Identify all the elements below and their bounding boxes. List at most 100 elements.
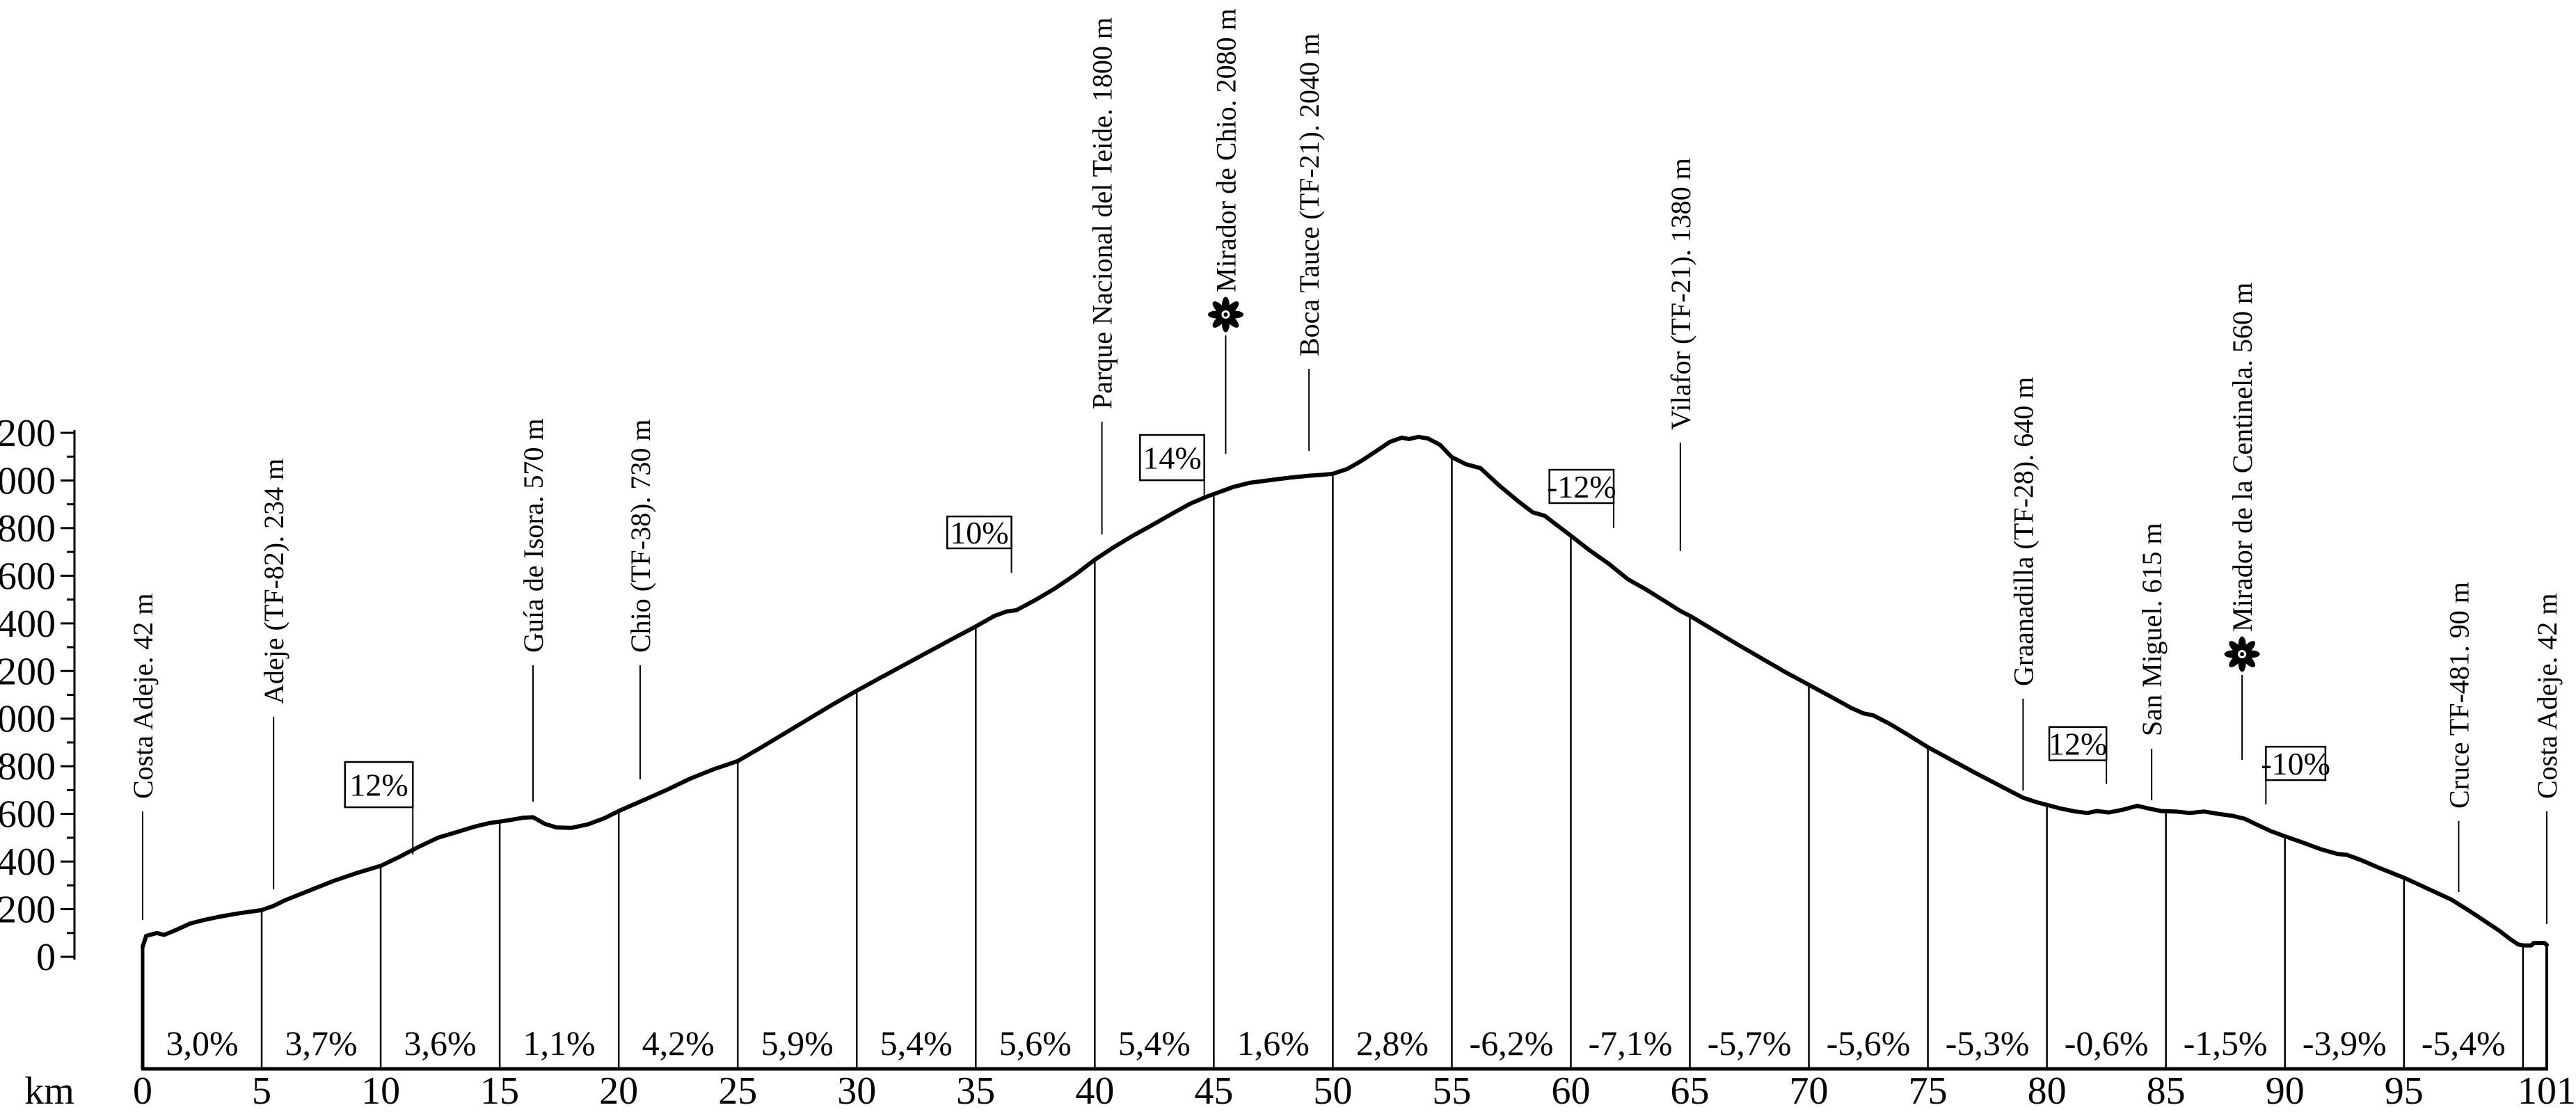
waypoint-label: Mirador de Chio. 2080 m (1210, 8, 1241, 292)
y-axis-label: 1200 (0, 650, 56, 693)
x-axis-tick-label: 65 (1671, 1070, 1710, 1112)
gradient-segment-label: 5,4% (1118, 1024, 1191, 1063)
gradient-segment-label: 1,6% (1237, 1024, 1310, 1063)
flower-petal (1225, 301, 1239, 315)
y-axis: 0200400600800100012001400160018002000220… (0, 412, 76, 979)
gradient-segment-label: 3,0% (166, 1024, 238, 1063)
callout-box (344, 761, 414, 809)
waypoint-label: Costa Adeje. 42 m (127, 593, 159, 799)
y-axis-label: 600 (0, 793, 56, 836)
flower-petal (2229, 641, 2243, 655)
x-axis-tick-label: 0 (133, 1070, 152, 1112)
y-axis-label: 1800 (0, 507, 56, 550)
callout-box (2048, 726, 2108, 761)
x-axis-tick-label: 70 (1790, 1070, 1829, 1112)
gradient-segment-label: 1,1% (523, 1024, 596, 1063)
x-axis-tick-label: 30 (837, 1070, 876, 1112)
x-axis-tick-label: 95 (2385, 1070, 2424, 1112)
callout-box (1139, 434, 1205, 482)
segment-dividers (141, 458, 2548, 1069)
gradient-labels: 3,0% 3,7% 3,6% 1,1% 4,2% 5,9% 5,4% 5,6% 5,4% 1,6%… (166, 1024, 2505, 1063)
waypoint-label: San Miguel. 615 m (2136, 523, 2168, 736)
callout-box (1548, 468, 1615, 505)
x-axis-unit-label: km (24, 1070, 74, 1112)
gradient-segment-label: -5,4% (2422, 1024, 2506, 1063)
waypoint-label: Chio (TF-38). 730 m (625, 419, 656, 653)
x-axis-tick-label: 25 (718, 1070, 757, 1112)
x-axis-tick-label: 35 (956, 1070, 995, 1112)
callout-label: -10% (2261, 746, 2330, 781)
x-axis-tick-label: 40 (1075, 1070, 1114, 1112)
gradient-segment-label: 5,9% (761, 1024, 834, 1063)
callout-box (946, 515, 1012, 550)
callout-label: 14% (1143, 440, 1201, 476)
gradient-segment-label: -1,5% (2184, 1024, 2268, 1063)
gradient-segment-label: 2,8% (1356, 1024, 1429, 1063)
flower-petal (1225, 314, 1239, 328)
flower-icon (2224, 636, 2260, 672)
gradient-segment-label: -5,6% (1827, 1024, 1911, 1063)
profile-line (141, 434, 2549, 949)
y-axis-label: 200 (0, 889, 56, 932)
y-axis-label: 1000 (0, 698, 56, 741)
x-axis-tick-label: 10 (361, 1070, 400, 1112)
y-axis-label: 400 (0, 841, 56, 884)
x-axis-tick-label: 60 (1551, 1070, 1590, 1112)
flower-center-dot (1223, 312, 1228, 317)
gradient-segment-label: -6,2% (1470, 1024, 1554, 1063)
y-axis-label: 1600 (0, 555, 56, 598)
waypoint-label: Parque Nacional del Teide. 1800 m (1087, 17, 1118, 409)
x-axis-tick-label: 50 (1313, 1070, 1352, 1112)
waypoint-label: Cruce TF-481. 90 m (2443, 582, 2474, 809)
waypoint-label: Graanadilla (TF-28). 640 m (2007, 377, 2039, 686)
x-axis-tick-label: 5 (252, 1070, 271, 1112)
gradient-segment-label: -0,6% (2065, 1024, 2149, 1063)
waypoint-label: Vilafor (TF-21). 1380 m (1665, 158, 1696, 430)
flower-petal (2241, 641, 2255, 655)
callout-box (2265, 745, 2327, 781)
waypoint-label: Guía de Isora. 570 m (518, 418, 549, 653)
flower-petal (1212, 314, 1226, 328)
gradient-segment-label: 4,2% (642, 1024, 715, 1063)
flower-petal (1212, 301, 1226, 315)
x-axis-tick-label: 75 (1909, 1070, 1948, 1112)
waypoint-label: Boca Tauce (TF-21). 2040 m (1294, 33, 1325, 356)
x-axis-tick-label: 101 (2518, 1070, 2576, 1112)
gradient-segment-label: 5,4% (880, 1024, 953, 1063)
x-axis: 0 5 10 15 20 25 30 35 40 45 50 55 60 65 70 75 80 85 90 95 10… (24, 1067, 2576, 1112)
flower-petal (2229, 653, 2243, 667)
y-axis-label: 800 (0, 745, 56, 788)
x-axis-tick-label: 15 (480, 1070, 519, 1112)
waypoint-labels: Costa Adeje. 42 m Adeje (TF-82). 234 m Guí… (127, 8, 2563, 924)
gradient-segment-label: 3,6% (404, 1024, 477, 1063)
waypoint-label: Adeje (TF-82). 234 m (258, 459, 289, 704)
callout-label: 10% (950, 515, 1008, 550)
y-axis-label: 1400 (0, 603, 56, 646)
flower-center-dot (2240, 652, 2245, 656)
callout-label: -12% (1547, 469, 1616, 505)
gradient-segment-label: -5,7% (1708, 1024, 1792, 1063)
y-axis-label: 0 (36, 936, 56, 979)
waypoint-label: Costa Adeje. 42 m (2531, 593, 2563, 799)
gradient-segment-label: -5,3% (1946, 1024, 2030, 1063)
x-axis-tick-label: 85 (2147, 1070, 2186, 1112)
gradient-segment-label: 3,7% (285, 1024, 357, 1063)
x-axis-tick-label: 20 (599, 1070, 638, 1112)
waypoint-label: Mirador de la Centinela. 560 m (2227, 283, 2258, 632)
x-axis-tick-label: 55 (1432, 1070, 1471, 1112)
callout-label: 12% (349, 768, 408, 803)
x-axis-tick-label: 80 (2028, 1070, 2067, 1112)
y-axis-label: 2200 (0, 412, 56, 455)
gradient-segment-label: 5,6% (999, 1024, 1072, 1063)
gradient-segment-label: -3,9% (2303, 1024, 2387, 1063)
x-axis-tick-label: 90 (2266, 1070, 2305, 1112)
gradient-segment-label: -7,1% (1589, 1024, 1673, 1063)
flower-petal (2241, 653, 2255, 667)
callout-label: 12% (2049, 726, 2107, 762)
x-axis-tick-label: 45 (1194, 1070, 1233, 1112)
flower-icon (1207, 296, 1243, 333)
gradient-callouts: 12% 10% 14% -12% 12% -10% (344, 434, 2330, 855)
